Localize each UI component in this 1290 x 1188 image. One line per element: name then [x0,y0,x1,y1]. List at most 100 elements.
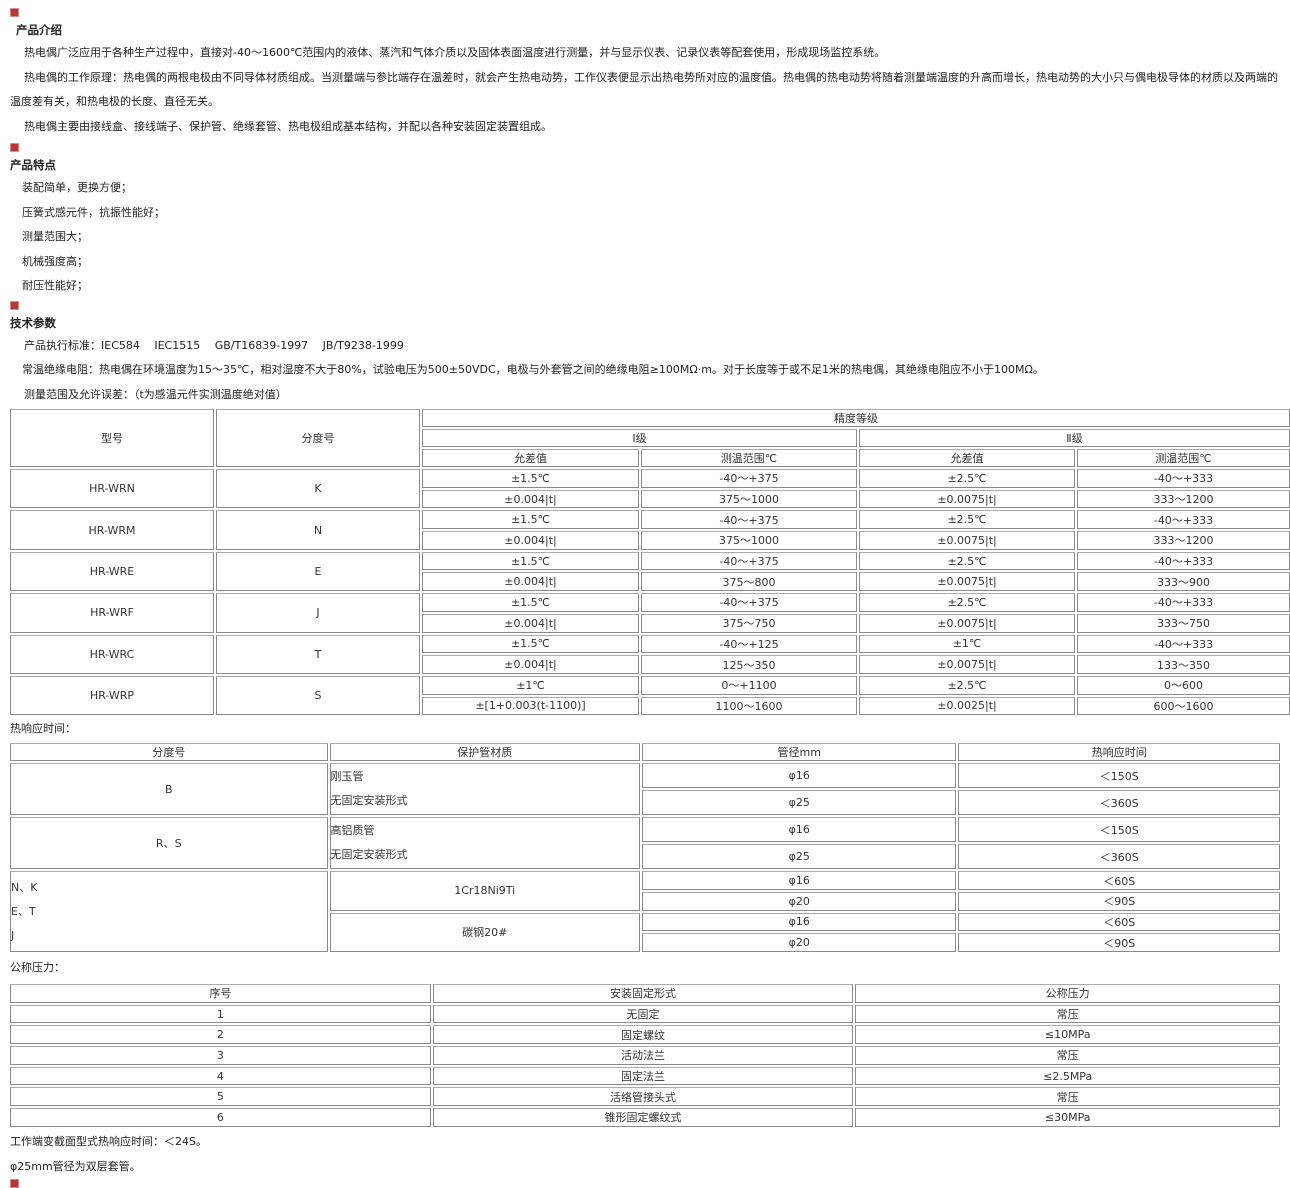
table-row: ±0.004|t| 375～1000 ±0.0075|t| 333～1200 [10,531,1290,550]
value-cell: ±1℃ [422,675,639,695]
table-row: HR-WRM N ±1.5℃ -40～+375 ±2.5℃ -40～+333 [10,510,1290,550]
value-cell: ±0.0025|t| [859,696,1075,716]
value-cell: φ16 [641,763,957,789]
value-cell: -40～+375 [641,510,857,530]
intro-paragraph: 热电偶主要由接线盒、接线端子、保护管、绝缘套管、热电极组成基本结构，并配以各种安… [24,119,552,133]
header-graduation: 分度号 [216,409,420,467]
value-cell: ±2.5℃ [859,593,1075,612]
model-cell: HR-WRP [10,675,214,716]
note: 工作端变截面型式热响应时间：＜24S。 [10,1134,207,1148]
pressure-table: 序号 安装固定形式 公称压力 1 无固定 常压 2 固定螺纹 ≤10MPa 3 活动法兰 常压 4 固定法… [8,982,1282,1129]
value-cell: ±1.5℃ [422,469,639,488]
value-cell: ±0.004|t| [422,531,639,550]
value-cell: φ16 [641,871,957,890]
material-label: 刚玉管 [330,770,364,784]
table-row: ±0.004|t| 375～1000 ±0.0075|t| 333～1200 [10,489,1290,509]
header-accuracy: 精度等级 [422,409,1290,427]
model-cell: HR-WRF [10,593,214,633]
table-row: 2 固定螺纹 ≤10MPa [10,1025,1280,1045]
feature-item: 压簧式感元件，抗振性能好； [22,205,165,219]
value-cell: 133～350 [1077,655,1290,674]
value-cell: φ20 [641,933,957,952]
value-cell: 常压 [855,1046,1280,1065]
value-cell: 1 [10,1004,431,1024]
table-row: 3 活动法兰 常压 [10,1046,1280,1065]
header-model: 型号 [10,409,214,467]
value-cell: ±0.0075|t| [859,489,1075,509]
header-cell: 热响应时间 [958,743,1280,762]
header-cell: 管径mm [641,743,957,762]
response-title: 热响应时间： [10,722,76,736]
value-cell: 333～750 [1077,613,1290,633]
value-cell: 活络管接头式 [432,1087,854,1107]
graduation-cell: N [216,510,420,550]
table-row: B 刚玉管 无固定安装形式 φ16 ＜150S [10,763,1280,816]
table-row: ±[1+0.003(t-1100)] 1100～1600 ±0.0025|t| 600… [10,696,1290,716]
table-row: ±0.004|t| 125～350 ±0.0075|t| 133～350 [10,655,1290,674]
model-cell: HR-WRC [10,634,214,674]
table-row: 4 固定法兰 ≤2.5MPa [10,1066,1280,1086]
value-cell: ±0.004|t| [422,572,639,592]
section-icon [10,143,19,152]
value-cell: -40～+333 [1077,634,1290,654]
value-cell: ±2.5℃ [859,510,1075,530]
table-row: 6 锥形固定螺纹式 ≤30MPa [10,1108,1280,1127]
value-cell: ±1.5℃ [422,634,639,654]
table-row: HR-WRC T ±1.5℃ -40～+125 ±1℃ -40～+333 [10,634,1290,674]
table-row: ±0.004|t| 375～750 ±0.0075|t| 333～750 [10,613,1290,633]
value-cell: ≤30MPa [855,1108,1280,1127]
value-cell: -40～+375 [641,469,857,488]
table-row: φ25 ＜360S [10,790,1280,816]
value-cell: ±0.004|t| [422,613,639,633]
value-cell: φ20 [641,891,957,911]
graduation-label: J [11,928,15,942]
value-cell: 600～1600 [1077,696,1290,716]
value-cell: 常压 [855,1087,1280,1107]
table-row: φ20 ＜90S [10,891,1280,911]
value-cell: 2 [10,1025,431,1045]
spec-line: 产品执行标准：IEC584 IEC1515 GB/T16839-1997 JB/… [24,338,404,352]
accuracy-table: 型号 分度号 精度等级 Ⅰ级 Ⅱ级 允差值 测温范围℃ 允差值 测温范围℃ HR-WRN K ±… [8,407,1290,717]
value-cell: -40～+333 [1077,469,1290,488]
header-row: 分度号 保护管材质 管径mm 热响应时间 [10,743,1280,762]
value-cell: 333～1200 [1077,489,1290,509]
value-cell: ±2.5℃ [859,675,1075,695]
value-cell: 4 [10,1066,431,1086]
value-cell: 375～800 [641,572,857,592]
feature-item: 耐压性能好； [22,279,88,292]
header-class2: Ⅱ级 [859,429,1290,447]
header-row: 序号 安装固定形式 公称压力 [10,984,1280,1003]
value-cell: 375～1000 [641,489,857,509]
value-cell: ±0.0075|t| [859,613,1075,633]
graduation-cell: N、K E、T J [10,871,328,952]
model-cell: HR-WRN [10,469,214,509]
graduation-label: N、K [11,880,38,894]
value-cell: ≤10MPa [855,1025,1280,1045]
value-cell: φ16 [641,912,957,932]
section-icon [10,1178,19,1188]
value-cell: ±[1+0.003(t-1100)] [422,696,639,716]
table-row: HR-WRP S ±1℃ 0～+1100 ±2.5℃ 0～600 [10,675,1290,716]
table-row: ±0.004|t| 375～800 ±0.0075|t| 333～900 [10,572,1290,592]
value-cell: ±1.5℃ [422,593,639,612]
value-cell: 1100～1600 [641,696,857,716]
graduation-label: E、T [11,904,36,918]
response-table: 分度号 保护管材质 管径mm 热响应时间 B 刚玉管 无固定安装形式 φ16 ＜150S φ25 ＜… [8,741,1282,954]
material-cell: 1Cr18Ni9Ti [329,871,640,911]
value-cell: ＜150S [958,817,1280,843]
header-cell: 分度号 [10,743,328,762]
model-cell: HR-WRE [10,551,214,592]
value-cell: ±2.5℃ [859,551,1075,571]
table-row: N、K E、T J 1Cr18Ni9Ti φ16 ＜60S [10,871,1280,952]
value-cell: 125～350 [641,655,857,674]
header-cell: 安装固定形式 [432,984,854,1003]
header-cell: 序号 [10,984,431,1003]
feature-item: 装配简单，更换方便； [22,181,132,194]
value-cell: ±0.0075|t| [859,655,1075,674]
spec-line: 测量范围及允许误差：（t为感温元件实测温度绝对值） [24,387,287,401]
value-cell: 3 [10,1046,431,1065]
header-tolerance: 允差值 [422,449,639,467]
value-cell: ＜360S [958,790,1280,816]
value-cell: ±0.0075|t| [859,572,1075,592]
table-row: 1 无固定 常压 [10,1004,1280,1024]
